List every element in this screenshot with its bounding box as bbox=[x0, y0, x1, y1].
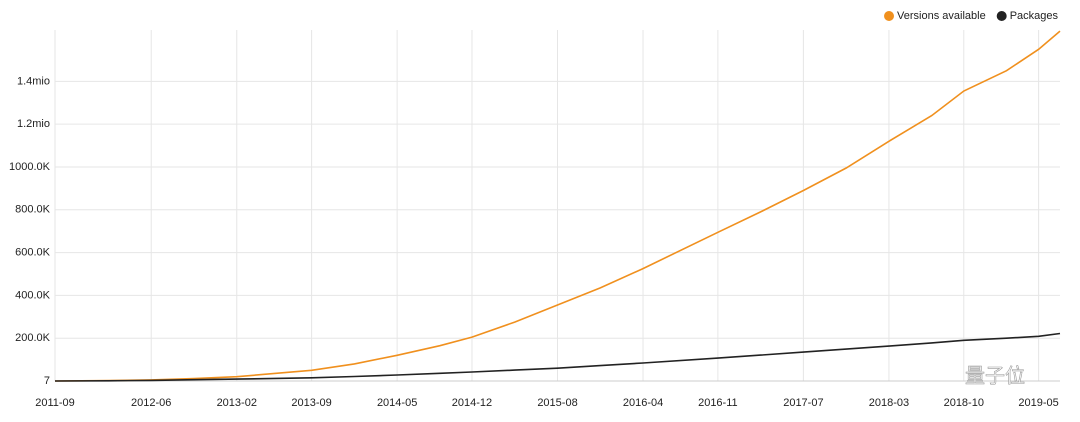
x-tick-label: 2014-05 bbox=[377, 397, 417, 409]
x-tick-label: 2011-09 bbox=[35, 397, 75, 409]
y-tick-label: 1.4mio bbox=[17, 75, 50, 87]
y-tick-label: 400.0K bbox=[15, 289, 51, 301]
y-tick-label: 1.2mio bbox=[17, 118, 50, 130]
x-tick-label: 2012-06 bbox=[131, 397, 171, 409]
line bbox=[54, 30, 1061, 382]
x-tick-label: 2015-08 bbox=[537, 397, 577, 409]
x-tick-label: 2016-11 bbox=[698, 397, 738, 409]
y-tick-label: 800.0K bbox=[15, 204, 51, 216]
y-tick-label: 7 bbox=[44, 375, 50, 387]
legend-swatch bbox=[996, 11, 1007, 21]
x-tick-label: 2017-07 bbox=[783, 397, 823, 409]
x-tick-label: 2019-05 bbox=[1018, 397, 1058, 409]
legend-label: Versions available bbox=[897, 10, 986, 22]
legend-swatch bbox=[884, 11, 895, 21]
y-tick-label: 1000.0K bbox=[9, 161, 51, 173]
x-tick-label: 2016-04 bbox=[623, 397, 663, 409]
x-tick-label: 2018-10 bbox=[944, 397, 984, 409]
line bbox=[54, 332, 1061, 382]
x-tick-label: 2014-12 bbox=[452, 397, 492, 409]
x-tick-label: 2013-09 bbox=[291, 397, 331, 409]
y-tick-label: 200.0K bbox=[15, 332, 51, 344]
y-tick-label: 600.0K bbox=[15, 246, 51, 258]
x-tick-label: 2013-02 bbox=[217, 397, 257, 409]
x-tick-label: 2018-03 bbox=[869, 397, 909, 409]
watermark: 量子位 bbox=[965, 364, 1025, 387]
legend-label: Packages bbox=[1010, 10, 1059, 22]
